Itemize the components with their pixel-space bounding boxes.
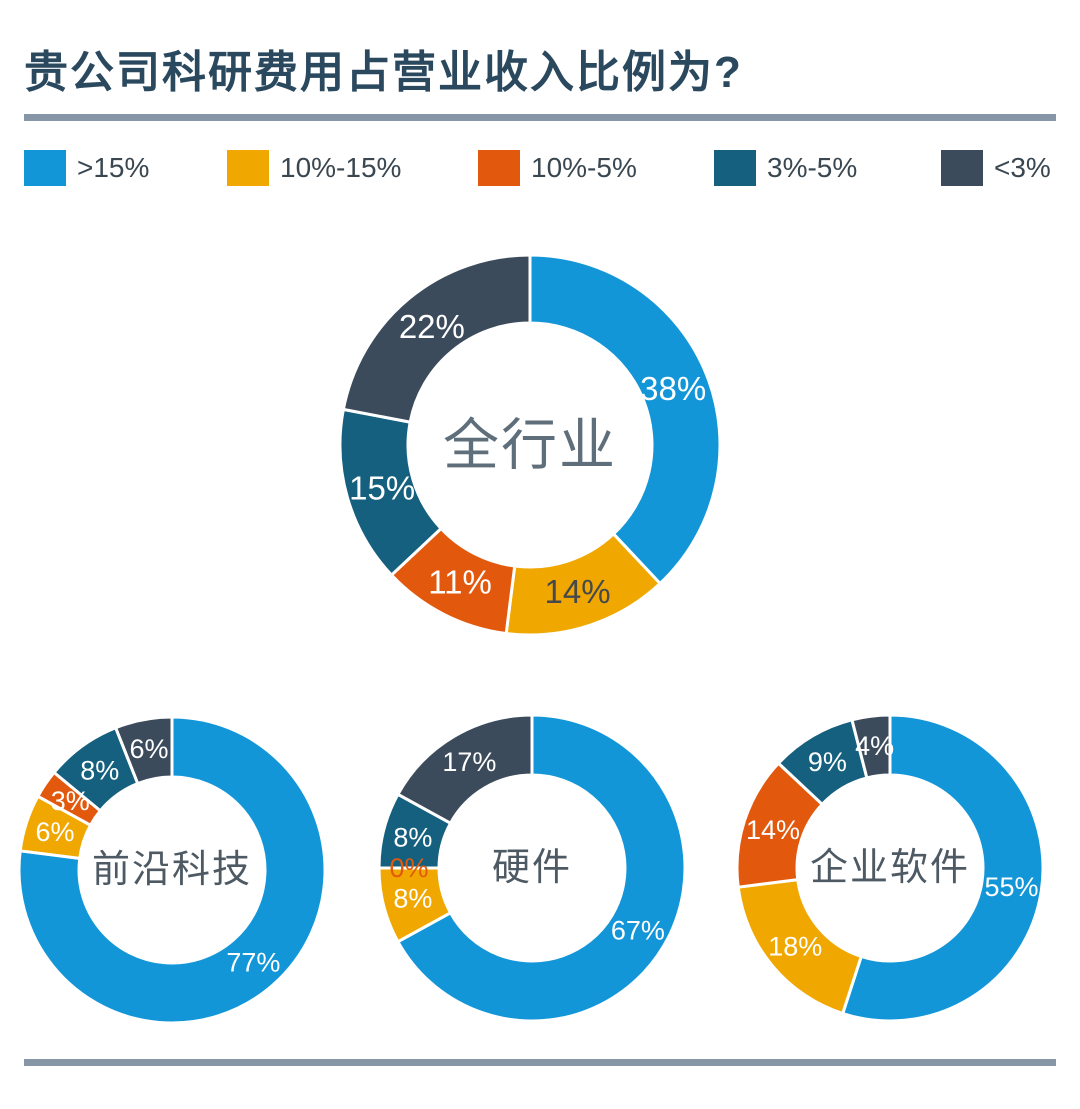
slice-value-label: 0% bbox=[389, 853, 428, 883]
slice-value-label: 3% bbox=[51, 786, 90, 816]
slice-value-label: 6% bbox=[129, 734, 168, 764]
legend-label: <3% bbox=[994, 152, 1051, 183]
slice-value-label: 15% bbox=[349, 469, 415, 506]
legend-item-gte15: >15% bbox=[24, 150, 149, 186]
slice-value-label: 4% bbox=[855, 731, 894, 761]
donut-chart-frontier-tech: 77%6%3%8%6%前沿科技 bbox=[17, 715, 327, 1025]
donut-slice bbox=[841, 713, 1045, 1023]
slice-value-label: 11% bbox=[428, 564, 492, 601]
donut-center-title: 企业软件 bbox=[810, 847, 970, 889]
legend-item-lt3: <3% bbox=[941, 150, 1051, 186]
legend-label: 10%-15% bbox=[280, 152, 402, 183]
top-divider bbox=[24, 114, 1056, 121]
donut-slice bbox=[528, 253, 722, 586]
slice-value-label: 8% bbox=[393, 822, 432, 852]
slice-value-label: 14% bbox=[746, 815, 800, 845]
donut-chart-enterprise-software: 55% 18% 14% 9% 4% 企业软件 bbox=[735, 713, 1045, 1023]
donut-slice bbox=[17, 715, 327, 1025]
donut-slice bbox=[850, 713, 892, 780]
legend-swatch-gte15 bbox=[24, 150, 66, 186]
slice-value-label: 67% bbox=[611, 916, 665, 946]
donut-slice bbox=[396, 713, 534, 825]
slice-value-label: 8% bbox=[80, 755, 119, 785]
slice-value-label: 55% bbox=[984, 872, 1038, 902]
slice-value-label: 17% bbox=[442, 747, 496, 777]
legend-swatch-10-15 bbox=[227, 150, 269, 186]
donut-center-title: 全行业 bbox=[443, 414, 617, 477]
legend-swatch-3-5 bbox=[714, 150, 756, 186]
slice-value-label: 18% bbox=[768, 931, 822, 961]
slice-value-label: 22% bbox=[399, 308, 465, 345]
donut-chart-all-industries: 38% 14% 11% 15% 22% 全行业 bbox=[338, 253, 722, 637]
slice-value-label: 77% bbox=[226, 947, 280, 977]
slice-value-label: 14% bbox=[545, 573, 611, 610]
donut-center-title: 硬件 bbox=[492, 847, 572, 889]
bottom-divider bbox=[24, 1059, 1056, 1066]
slice-value-label: 9% bbox=[808, 747, 847, 777]
legend-label: 3%-5% bbox=[767, 152, 858, 183]
donut-slice bbox=[114, 715, 174, 786]
legend-item-3-5: 3%-5% bbox=[714, 150, 857, 186]
donut-slice bbox=[396, 713, 687, 1023]
donut-slice bbox=[341, 253, 532, 424]
slice-value-label: 38% bbox=[640, 370, 706, 407]
page-title: 贵公司科研费用占营业收入比例为? bbox=[24, 48, 743, 97]
donut-center-title: 前沿科技 bbox=[92, 849, 252, 891]
legend-item-10-15: 10%-15% bbox=[227, 150, 401, 186]
slice-value-label: 6% bbox=[36, 817, 75, 847]
legend-item-10-5: 10%-5% bbox=[478, 150, 637, 186]
legend-swatch-lt3 bbox=[941, 150, 983, 186]
legend-swatch-10-5 bbox=[478, 150, 520, 186]
donut-chart-hardware: 67% 8%0%8% 17% 硬件 bbox=[377, 713, 687, 1023]
legend-label: 10%-5% bbox=[531, 152, 637, 183]
legend-label: >15% bbox=[77, 152, 150, 183]
slice-value-label: 8% bbox=[393, 884, 432, 914]
